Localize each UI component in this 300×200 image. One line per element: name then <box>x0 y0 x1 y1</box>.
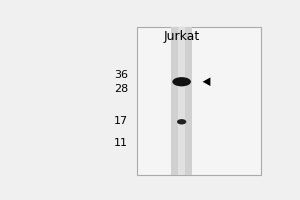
Polygon shape <box>202 77 210 86</box>
Text: 11: 11 <box>114 138 128 148</box>
Bar <box>137 27 261 175</box>
Text: 36: 36 <box>114 70 128 80</box>
Text: 28: 28 <box>114 84 128 94</box>
Text: 17: 17 <box>114 116 128 126</box>
Bar <box>171 27 192 175</box>
Bar <box>178 27 185 175</box>
Ellipse shape <box>172 77 191 86</box>
Text: Jurkat: Jurkat <box>164 30 200 43</box>
Ellipse shape <box>177 119 186 124</box>
